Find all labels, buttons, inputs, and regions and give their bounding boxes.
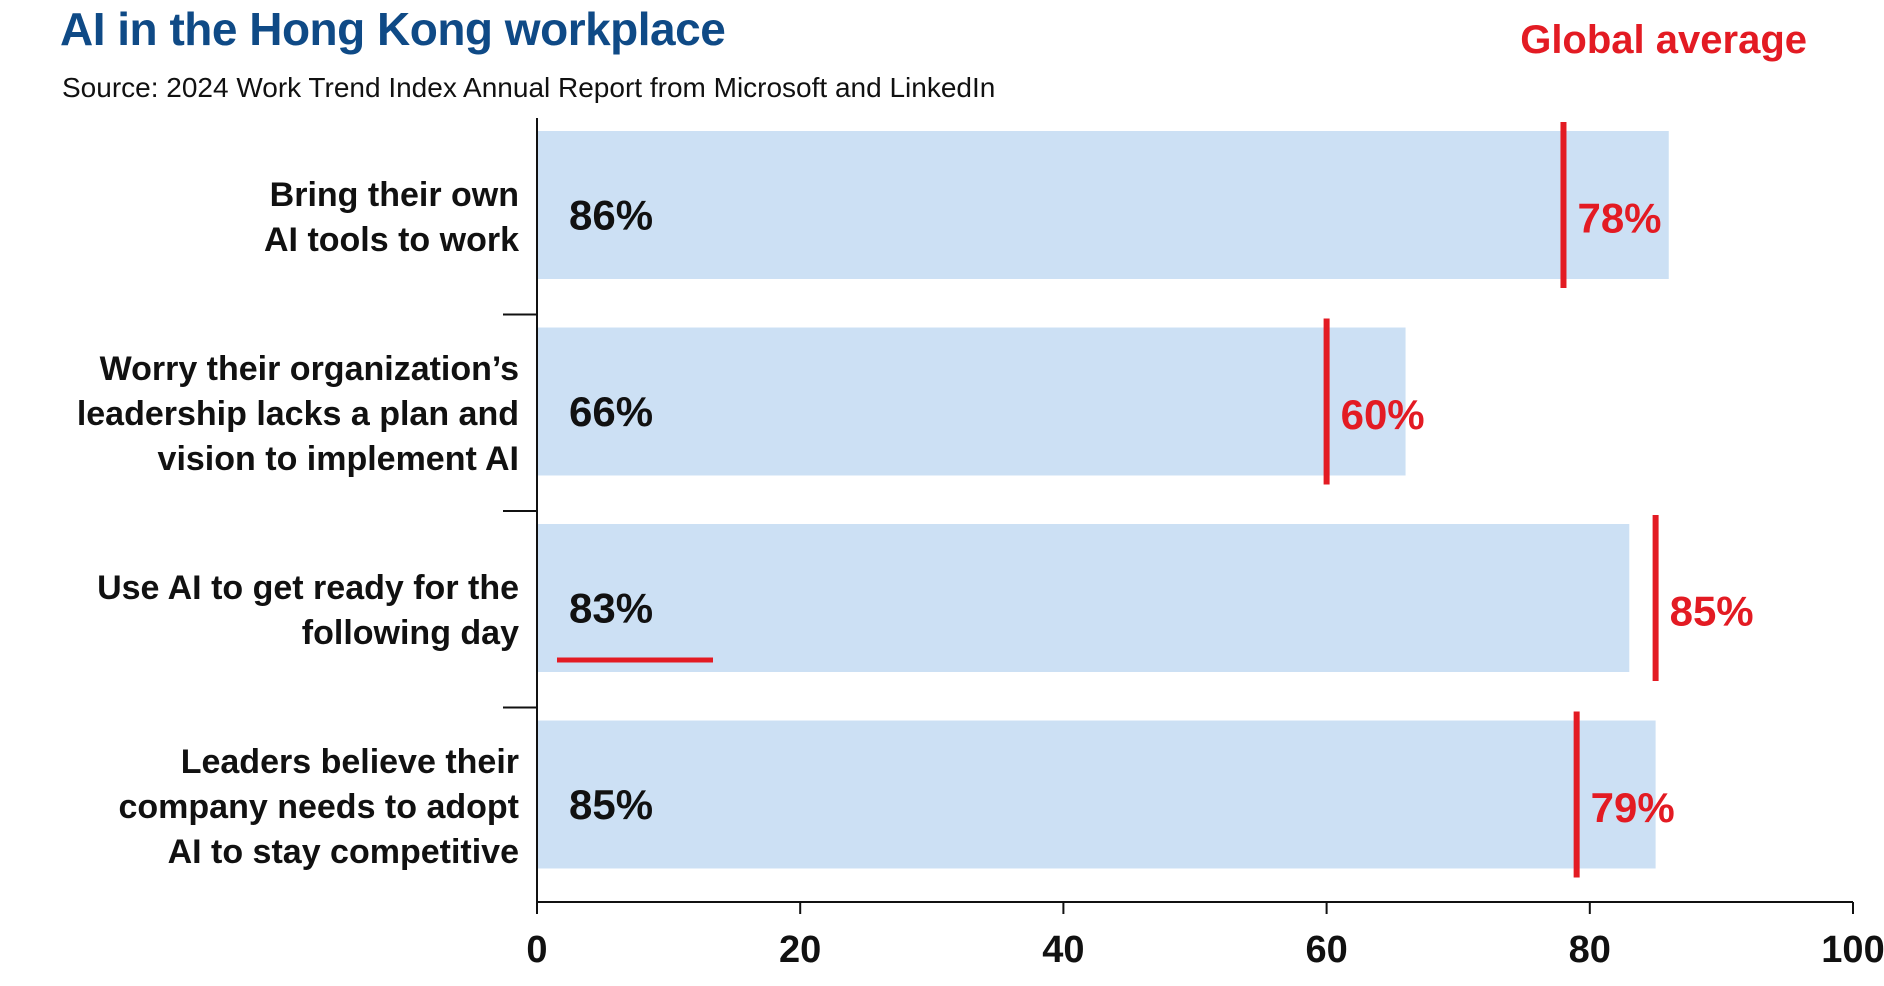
global-label-1: 78% <box>1577 194 1661 241</box>
category-label-1: Bring their own AI tools to work <box>264 176 519 259</box>
global-label-4: 79% <box>1591 784 1675 831</box>
x-tick-label-60: 60 <box>1305 929 1347 971</box>
category-label-3: Use AI to get ready for the following day <box>97 569 519 652</box>
x-tick-label-100: 100 <box>1821 929 1884 971</box>
legend-global-average: Global average <box>1520 18 1807 62</box>
global-label-2: 60% <box>1341 391 1425 438</box>
chart-subtitle: Source: 2024 Work Trend Index Annual Rep… <box>62 72 996 103</box>
bar-3 <box>538 524 1630 672</box>
bar-1 <box>538 131 1669 279</box>
chart-title: AI in the Hong Kong workplace <box>60 3 726 55</box>
category-label-4: Leaders believe their company needs to ad… <box>119 743 520 871</box>
x-tick-label-20: 20 <box>779 929 821 971</box>
x-tick-label-40: 40 <box>1042 929 1084 971</box>
value-label-1: 86% <box>569 191 653 238</box>
x-tick-label-80: 80 <box>1569 929 1611 971</box>
global-label-3: 85% <box>1670 587 1754 634</box>
value-label-2: 66% <box>569 388 653 435</box>
value-label-4: 85% <box>569 781 653 828</box>
bar-4 <box>538 720 1656 869</box>
bar-2 <box>538 327 1406 476</box>
value-label-3: 83% <box>569 584 653 631</box>
category-label-2: Worry their organization’s leadership lac… <box>77 350 519 478</box>
x-tick-label-0: 0 <box>526 929 547 971</box>
